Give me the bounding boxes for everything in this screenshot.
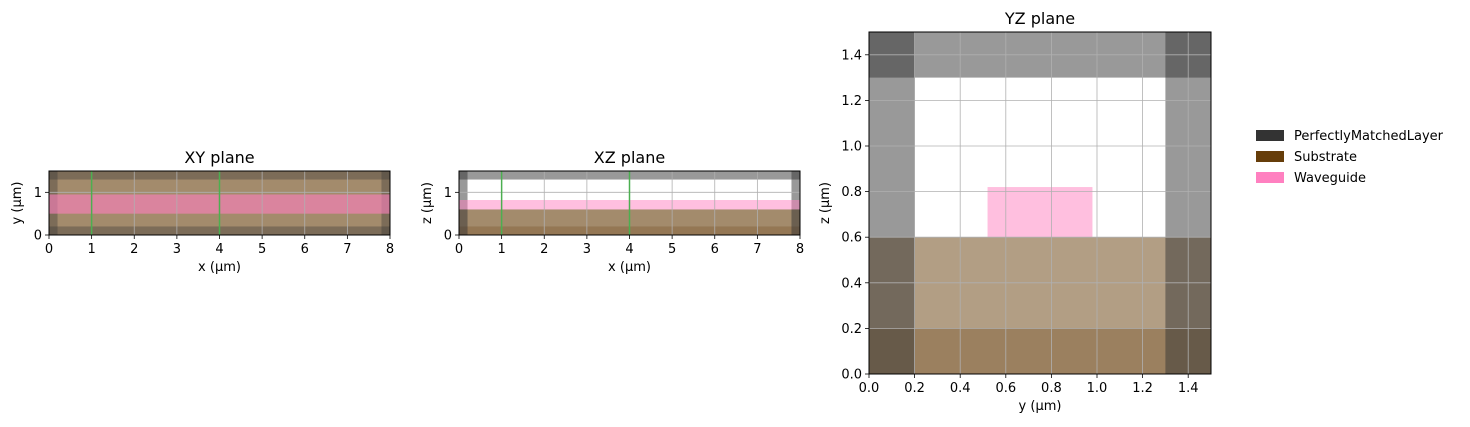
xz-xlabel: x (μm) [608, 260, 651, 275]
xz-title: XZ plane [594, 148, 665, 167]
legend-label-0: PerfectlyMatchedLayer [1294, 129, 1444, 144]
yz-xtick-label-7: 1.4 [1178, 381, 1199, 396]
xz-xtick-label-4: 4 [625, 242, 633, 257]
yz-region-substrate-0 [869, 237, 1211, 374]
xy-ylabel: y (μm) [10, 182, 25, 225]
yz-region-substrate-1 [869, 328, 1211, 374]
yz-frame [868, 31, 1212, 375]
xz-xtick-label-1: 1 [497, 242, 505, 257]
legend-label-2: Waveguide [1294, 171, 1366, 186]
yz-title: YZ plane [1004, 9, 1075, 28]
xy-ytick-label-1: 1 [34, 186, 42, 201]
yz-ylabel: z (μm) [818, 182, 833, 224]
yz-ytick-label-7: 1.4 [841, 48, 862, 63]
yz-xtick-label-4: 0.8 [1041, 381, 1062, 396]
xy-xtick-label-2: 2 [130, 242, 138, 257]
xz-xtick-label-5: 5 [668, 242, 676, 257]
xy-xtick-label-4: 4 [215, 242, 223, 257]
legend-swatch-1 [1256, 151, 1284, 162]
xy-xtick-label-1: 1 [87, 242, 95, 257]
xy-xtick-label-0: 0 [45, 242, 53, 257]
legend: PerfectlyMatchedLayer Substrate Waveguide [1256, 129, 1444, 186]
yz-ytick-label-3: 0.6 [841, 231, 862, 246]
yz-xtick-label-6: 1.2 [1132, 381, 1153, 396]
xy-xtick-label-7: 7 [343, 242, 351, 257]
xz-xtick-label-0: 0 [455, 242, 463, 257]
yz-ytick-label-0: 0.0 [841, 368, 862, 383]
xz-ytick-label-1: 1 [444, 186, 452, 201]
yz-ytick-label-1: 0.2 [841, 322, 862, 337]
xy-xtick-label-6: 6 [301, 242, 309, 257]
yz-ytick-label-6: 1.2 [841, 94, 862, 109]
yz-region-pml-2 [869, 32, 915, 374]
xy-ytick-label-0: 0 [34, 229, 42, 244]
xz-xtick-label-7: 7 [753, 242, 761, 257]
xy-axes: 0 1 2 3 4 5 6 7 8 0 1 XY plane x (μm) y (μm) [10, 148, 394, 275]
xz-xtick-label-8: 8 [796, 242, 804, 257]
yz-region-waveguide-5 [987, 187, 1093, 238]
yz-ytick-label-2: 0.4 [841, 276, 862, 291]
xz-axes: 0 1 2 3 4 5 6 7 8 0 1 XZ plane x (μm) z (μm) [420, 148, 804, 275]
yz-xtick-label-2: 0.4 [950, 381, 971, 396]
yz-ytick-label-4: 0.8 [841, 185, 862, 200]
xy-title: XY plane [184, 148, 254, 167]
xz-ylabel: z (μm) [420, 182, 435, 224]
yz-axes: 0.0 0.2 0.4 0.6 0.8 1.0 1.2 1.4 0.0 0.2 0.4 0.6 0.8 1… [818, 9, 1212, 414]
xz-ytick-label-0: 0 [444, 229, 452, 244]
legend-swatch-2 [1256, 172, 1284, 183]
xz-xtick-label-3: 3 [583, 242, 591, 257]
xz-xtick-label-6: 6 [711, 242, 719, 257]
yz-xtick-label-3: 0.6 [995, 381, 1016, 396]
yz-xtick-label-0: 0.0 [859, 381, 880, 396]
legend-swatch-0 [1256, 130, 1284, 141]
xy-xtick-label-5: 5 [258, 242, 266, 257]
yz-xtick-label-1: 0.2 [904, 381, 925, 396]
xy-xtick-label-3: 3 [173, 242, 181, 257]
xz-xtick-label-2: 2 [540, 242, 548, 257]
xy-xlabel: x (μm) [198, 260, 241, 275]
xy-xtick-label-8: 8 [386, 242, 394, 257]
yz-ytick-label-5: 1.0 [841, 140, 862, 155]
yz-xlabel: y (μm) [1019, 399, 1062, 414]
yz-xtick-label-5: 1.0 [1087, 381, 1108, 396]
legend-label-1: Substrate [1294, 150, 1357, 165]
